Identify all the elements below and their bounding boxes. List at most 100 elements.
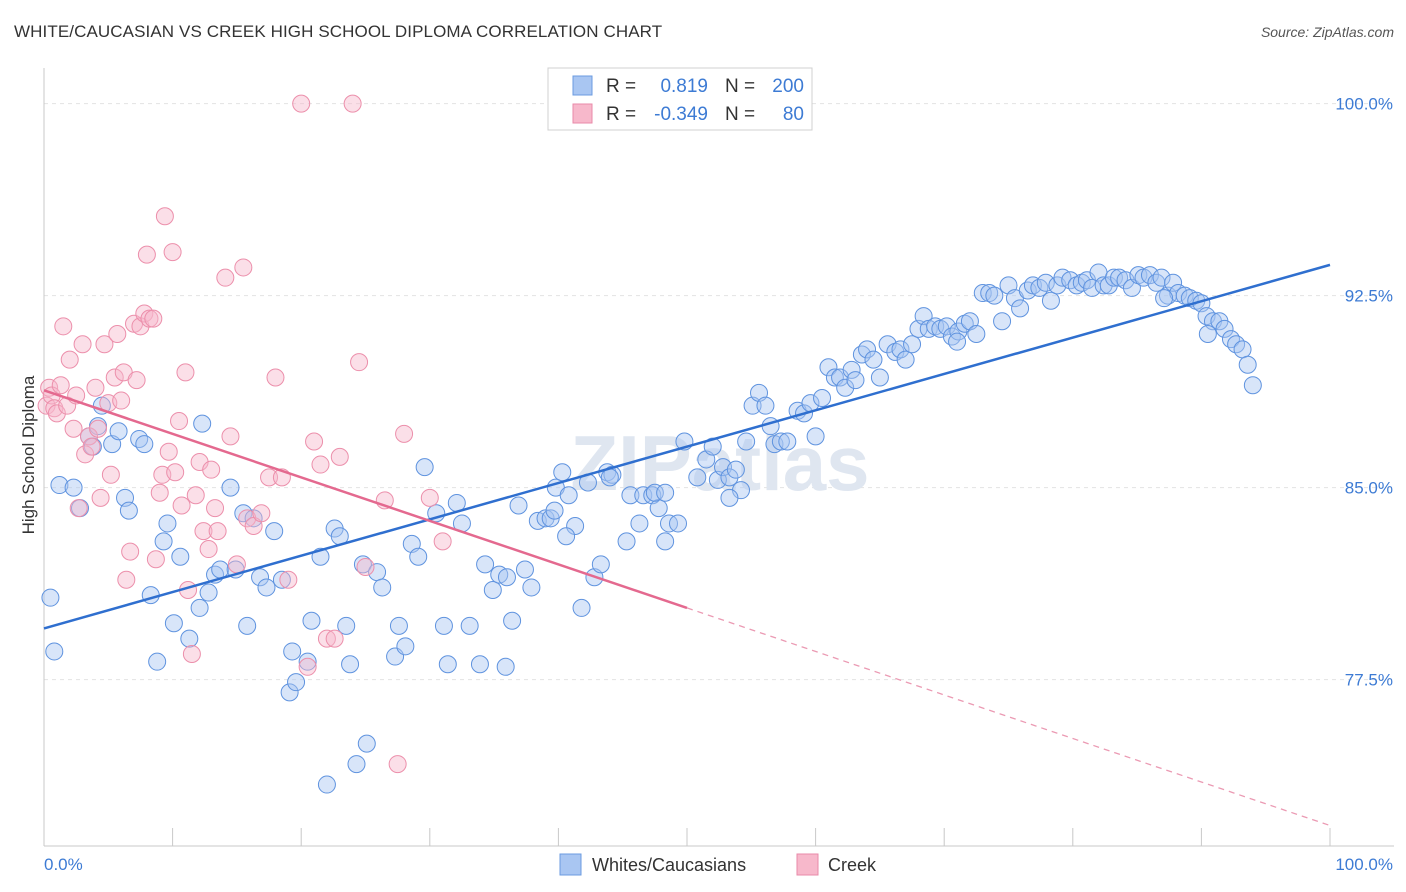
data-point-whites (756, 396, 775, 415)
series-whites-points (41, 263, 1262, 794)
data-point-whites (572, 598, 591, 617)
chart-title: WHITE/CAUCASIAN VS CREEK HIGH SCHOOL DIP… (14, 22, 663, 41)
data-point-whites (154, 532, 173, 551)
data-point-whites (193, 414, 212, 433)
data-point-whites (846, 371, 865, 390)
data-point-whites (1198, 325, 1217, 343)
axes (43, 68, 1394, 847)
data-point-whites (630, 514, 649, 533)
data-point-creek (60, 350, 79, 369)
data-point-creek (420, 488, 439, 507)
data-point-whites (819, 358, 838, 377)
data-point-creek (325, 629, 344, 648)
data-point-creek (388, 755, 407, 774)
y-tick-label: 85.0% (1345, 479, 1393, 498)
data-point-whites (948, 332, 967, 351)
watermark-text: ZIPatlas (570, 419, 869, 507)
data-point-whites (864, 350, 883, 369)
data-point-whites (396, 637, 415, 656)
data-point-whites (50, 476, 69, 495)
data-point-whites (497, 568, 516, 587)
legend-swatch-creek (572, 103, 593, 124)
data-point-whites (164, 614, 183, 633)
watermark: ZIPatlas (570, 419, 869, 507)
data-point-whites (559, 486, 578, 505)
data-point-creek (155, 207, 174, 226)
data-point-whites (515, 560, 534, 579)
data-point-creek (186, 486, 205, 505)
data-point-whites (720, 488, 739, 507)
data-point-whites (813, 389, 832, 407)
data-point-whites (649, 499, 668, 518)
data-point-whites (130, 429, 149, 448)
data-point-whites (1215, 319, 1234, 338)
data-point-creek (298, 657, 317, 676)
data-point-creek (117, 570, 136, 589)
data-point-whites (438, 655, 457, 674)
data-point-whites (1152, 268, 1171, 287)
legend-r-label-creek: R = (606, 104, 636, 125)
trendline-whites (43, 263, 1331, 630)
series-legend: Whites/Caucasians Creek (559, 853, 877, 876)
data-point-creek (194, 522, 213, 541)
data-point-whites (434, 616, 453, 635)
data-point-whites (858, 340, 877, 359)
data-point-whites (553, 463, 572, 482)
data-point-creek (350, 353, 369, 372)
data-point-whites (1238, 355, 1257, 374)
data-point-whites (852, 345, 871, 364)
data-point-whites (158, 514, 177, 533)
data-point-whites (265, 522, 284, 541)
data-point-whites (460, 616, 479, 635)
data-point-whites (389, 616, 408, 635)
data-point-creek (54, 317, 73, 336)
data-point-whites (656, 483, 675, 502)
data-point-whites (409, 547, 428, 566)
data-point-whites (634, 486, 653, 505)
data-point-whites (806, 427, 825, 446)
data-point-whites (251, 568, 270, 587)
data-point-whites (109, 422, 128, 441)
data-point-creek (135, 304, 154, 323)
data-point-whites (199, 583, 218, 602)
data-point-whites (483, 581, 502, 599)
data-point-creek (108, 325, 127, 343)
data-point-creek (395, 424, 414, 443)
data-point-whites (891, 340, 910, 359)
data-point-whites (1011, 299, 1030, 318)
data-point-creek (170, 412, 189, 431)
data-point-creek (73, 335, 92, 354)
data-point-whites (298, 652, 317, 671)
legend-n-label-whites: N = (725, 76, 755, 97)
legend-n-label-creek: N = (725, 104, 755, 125)
data-point-whites (522, 578, 541, 597)
data-point-whites (257, 578, 276, 597)
data-point-whites (283, 642, 302, 661)
data-point-creek (176, 363, 195, 382)
data-point-whites (357, 734, 376, 753)
data-point-whites (726, 460, 745, 479)
data-point-whites (896, 350, 915, 369)
data-point-creek (317, 629, 336, 648)
data-point-whites (903, 335, 922, 354)
data-point-whites (955, 314, 974, 333)
data-point-whites (1243, 376, 1262, 395)
data-point-whites (1175, 286, 1194, 305)
y-axis-title: High School Diploma (19, 375, 38, 534)
data-point-whites (341, 655, 360, 674)
trendline-creek-extension (686, 607, 1331, 827)
data-point-whites (668, 514, 687, 533)
data-point-whites (503, 611, 522, 630)
legend-r-value-whites: 0.819 (660, 76, 708, 97)
data-point-creek (101, 465, 120, 484)
data-point-whites (536, 509, 555, 528)
x-tick-label: 100.0% (1335, 855, 1393, 874)
data-point-whites (937, 317, 956, 336)
data-point-creek (433, 532, 452, 551)
data-point-whites (148, 652, 167, 671)
gridlines (44, 103, 1394, 681)
data-point-creek (137, 245, 156, 264)
data-point-whites (41, 588, 60, 607)
data-point-whites (119, 501, 138, 520)
